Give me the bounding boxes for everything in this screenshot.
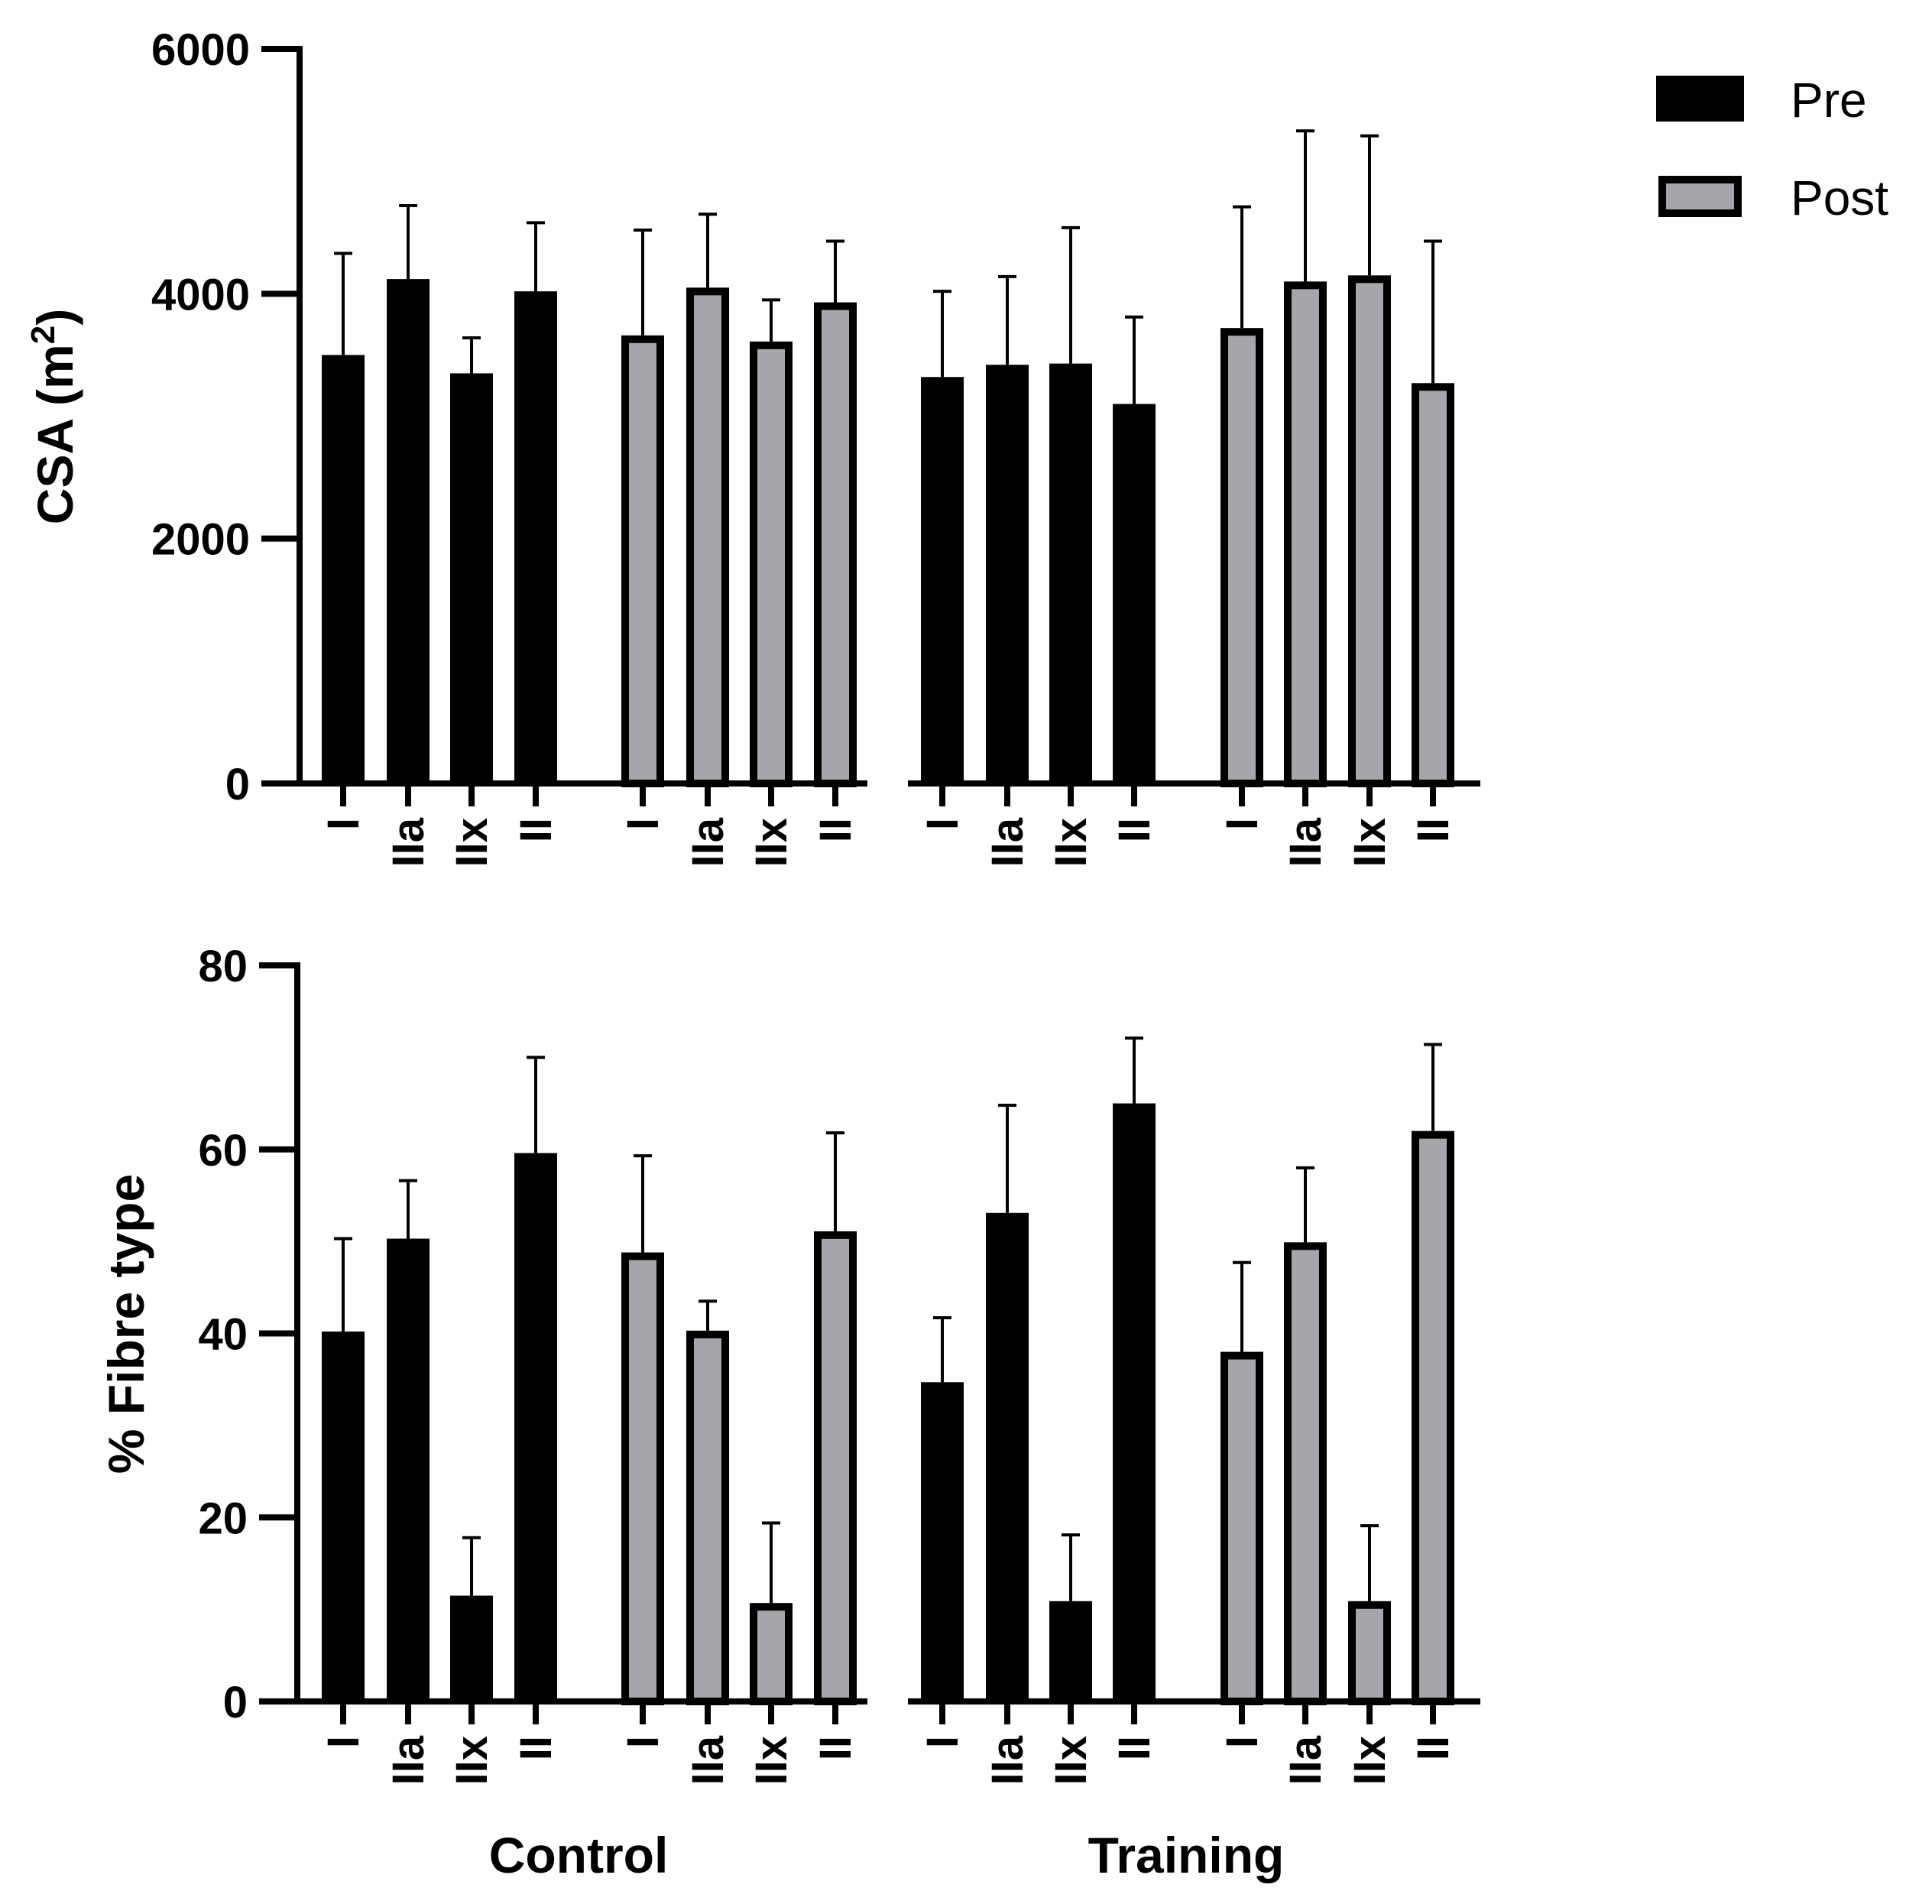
csa-category-label: I bbox=[618, 818, 668, 830]
fibre-category-label: IIa bbox=[384, 1735, 433, 1785]
fibre-category-label: IIx bbox=[447, 1736, 497, 1786]
csa-category-label: IIx bbox=[1046, 818, 1096, 868]
fibre-category-label: IIx bbox=[1345, 1736, 1395, 1786]
fibre-bar bbox=[1348, 1601, 1391, 1706]
csa-bar bbox=[1348, 275, 1391, 787]
fibre-y-axis-title: % Fibre type bbox=[98, 1174, 154, 1474]
fibre-category-label: IIa bbox=[983, 1735, 1032, 1785]
fibre-bar bbox=[1284, 1242, 1327, 1705]
fibre-y-tick-label: 0 bbox=[223, 1678, 248, 1727]
csa-category-label: II bbox=[1110, 818, 1159, 842]
fibre-bar bbox=[1049, 1601, 1092, 1701]
csa-bar bbox=[1220, 328, 1263, 787]
csa-category-label: IIx bbox=[447, 818, 497, 868]
legend-label-pre: Pre bbox=[1791, 73, 1867, 128]
csa-bar bbox=[686, 287, 729, 787]
csa-y-axis-title: CSA (m2) bbox=[24, 309, 83, 524]
csa-bar bbox=[1412, 383, 1454, 787]
csa-y-axis-title-main: CSA (m bbox=[27, 344, 83, 524]
csa-bar bbox=[750, 341, 793, 787]
csa-bar bbox=[621, 335, 664, 788]
fibre-category-label: IIa bbox=[683, 1735, 733, 1785]
fibre-y-tick-label: 20 bbox=[198, 1494, 248, 1543]
legend: Pre Post bbox=[1656, 73, 1888, 225]
fibre-category-label: I bbox=[1217, 1736, 1267, 1748]
fibre-category-label: I bbox=[618, 1736, 668, 1748]
csa-bar bbox=[322, 355, 365, 784]
csa-category-label: IIa bbox=[384, 817, 433, 867]
csa-bar bbox=[1113, 404, 1156, 783]
csa-category-label: I bbox=[918, 818, 968, 830]
csa-y-axis-title-close: ) bbox=[27, 309, 83, 326]
csa-category-label: IIa bbox=[683, 817, 733, 867]
csa-bar bbox=[387, 279, 430, 783]
fibre-bar bbox=[1412, 1130, 1454, 1706]
group-label-control: Control bbox=[489, 1827, 669, 1883]
csa-bar bbox=[986, 365, 1029, 784]
csa-y-tick-label: 2000 bbox=[151, 515, 250, 565]
fibre-category-label: I bbox=[319, 1736, 368, 1748]
fibre-y-tick-label: 80 bbox=[198, 942, 248, 991]
csa-category-label: I bbox=[1217, 818, 1267, 830]
fibre-bar bbox=[686, 1330, 729, 1706]
fibre-bar bbox=[1220, 1351, 1263, 1705]
fibre-bar bbox=[387, 1238, 430, 1701]
fibre-bar bbox=[814, 1231, 857, 1706]
fibre-category-label: IIx bbox=[747, 1736, 796, 1786]
csa-category-label: IIa bbox=[983, 817, 1032, 867]
fibre-bar bbox=[750, 1603, 793, 1705]
csa-category-label: II bbox=[511, 818, 561, 842]
fibre-category-label: II bbox=[1110, 1736, 1159, 1760]
fibre-bar bbox=[921, 1382, 964, 1701]
legend-label-post: Post bbox=[1791, 170, 1888, 225]
fibre-bar bbox=[514, 1153, 557, 1701]
fibre-bar bbox=[1113, 1103, 1156, 1701]
fibre-y-tick-label: 60 bbox=[198, 1126, 248, 1176]
fibre-bar bbox=[986, 1212, 1029, 1701]
fibre-bar bbox=[621, 1252, 664, 1705]
fibre-y-tick-label: 40 bbox=[198, 1310, 248, 1360]
csa-bar bbox=[1284, 281, 1327, 788]
csa-bar bbox=[921, 377, 964, 783]
csa-y-tick-label: 4000 bbox=[151, 270, 250, 319]
fibre-bar bbox=[322, 1332, 365, 1701]
csa-bar bbox=[814, 302, 857, 788]
csa-category-label: II bbox=[811, 818, 861, 842]
fibre-category-label: II bbox=[1408, 1736, 1458, 1760]
csa-y-axis-title-sup: 2 bbox=[24, 326, 62, 344]
csa-category-label: IIx bbox=[747, 818, 796, 868]
csa-category-label: IIx bbox=[1345, 818, 1395, 868]
csa-category-label: IIa bbox=[1281, 817, 1331, 867]
legend-swatch-post bbox=[1658, 176, 1742, 217]
fibre-category-label: IIx bbox=[1046, 1736, 1096, 1786]
csa-bar bbox=[1049, 363, 1092, 784]
csa-category-label: I bbox=[319, 818, 368, 830]
fibre-category-label: II bbox=[511, 1736, 561, 1760]
csa-bar bbox=[450, 373, 493, 784]
fibre-bar bbox=[450, 1595, 493, 1701]
csa-bar bbox=[514, 291, 557, 783]
csa-category-label: II bbox=[1408, 818, 1458, 842]
fibre-category-label: I bbox=[918, 1736, 968, 1748]
csa-y-tick-label: 0 bbox=[225, 760, 250, 809]
legend-swatch-pre bbox=[1656, 76, 1744, 122]
group-label-training: Training bbox=[1088, 1827, 1285, 1883]
csa-y-tick-label: 6000 bbox=[151, 25, 250, 75]
fibre-category-label: IIa bbox=[1281, 1735, 1331, 1785]
fibre-category-label: II bbox=[811, 1736, 861, 1760]
